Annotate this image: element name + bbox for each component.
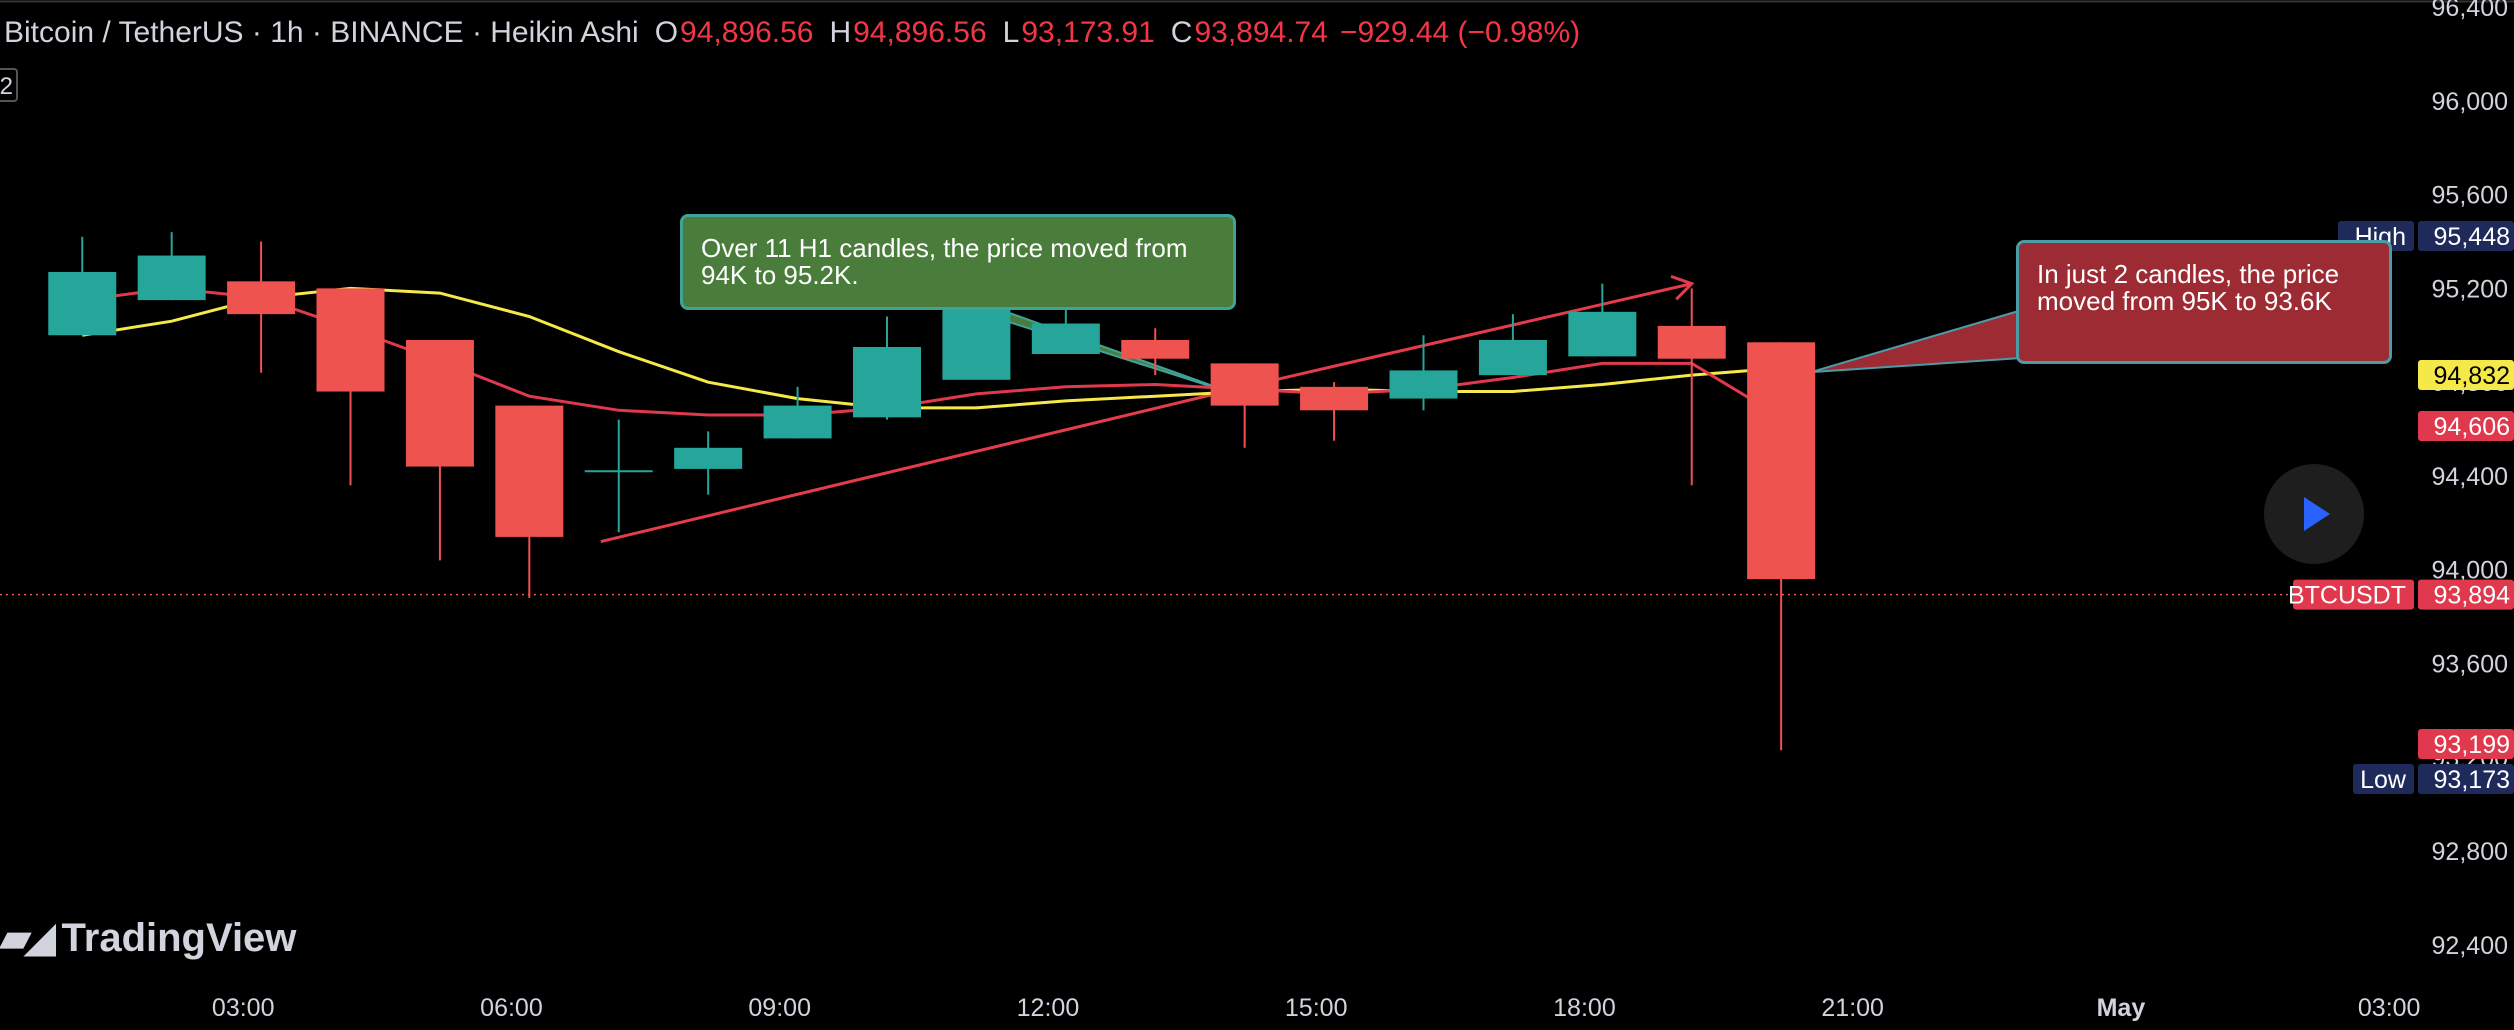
low-price-tag-bg: [2418, 764, 2514, 794]
x-axis-tick-label: 18:00: [1553, 994, 1616, 1022]
red-low-price-tag: 93,199: [2434, 731, 2510, 759]
play-button[interactable]: [2264, 464, 2364, 564]
ma-red-price-tag: 94,606: [2434, 413, 2510, 441]
play-icon: [2304, 497, 2330, 531]
low-label: L: [1002, 16, 1020, 49]
low-value: 93,173.91: [1021, 16, 1155, 49]
high-price-tag-bg: [2418, 221, 2514, 251]
candle-body: [1210, 363, 1279, 406]
open-label: O: [654, 16, 679, 49]
tradingview-logo: ▰◢ TradingView: [0, 915, 296, 961]
ma-yellow-price-tag-bg: [2418, 360, 2514, 390]
candle-body: [495, 405, 564, 537]
low-label-tag-bg: [2353, 764, 2414, 794]
y-axis-tick-label: 92,400: [2432, 932, 2508, 960]
annotation-red-note[interactable]: In just 2 candles, the price moved from …: [2016, 240, 2392, 364]
y-axis-tick-label: 94,400: [2432, 463, 2508, 491]
change-value: −929.44 (−0.98%): [1339, 16, 1581, 49]
y-axis-tick-label: 96,000: [2432, 88, 2508, 116]
x-axis-tick-label: 12:00: [1017, 994, 1080, 1022]
trendline-arrow-head: [1670, 274, 1695, 301]
red-low-price-tag-bg: [2418, 729, 2514, 759]
x-axis-tick-label: May: [2097, 994, 2146, 1022]
candle-body: [674, 447, 743, 469]
x-axis-tick-label: 09:00: [748, 994, 811, 1022]
ma-red-price-tag-bg: [2418, 411, 2514, 441]
candle-body: [763, 405, 832, 439]
trendline-1: [600, 385, 1246, 544]
y-axis-tick-label: 95,600: [2432, 182, 2508, 210]
symbol-price-label-bg: [2293, 579, 2414, 610]
candle-body: [48, 271, 117, 336]
candle-body: [227, 281, 296, 315]
candle-body: [852, 346, 921, 418]
candle-body: [1747, 342, 1816, 580]
candle-body: [1300, 386, 1369, 411]
x-axis-tick-label: 21:00: [1821, 994, 1884, 1022]
low-label-tag: Low: [2360, 766, 2407, 794]
symbol-price-label: BTCUSDT: [2288, 582, 2406, 610]
close-value: 93,894.74: [1194, 16, 1328, 49]
last-price-tag: 93,894: [2434, 582, 2511, 610]
candle-body: [1478, 339, 1547, 376]
indicator-count-badge[interactable]: 2: [0, 68, 18, 102]
candle-body: [1389, 370, 1458, 399]
high-label: H: [829, 16, 852, 49]
symbol-title[interactable]: Bitcoin / TetherUS · 1h · BINANCE · Heik…: [4, 16, 639, 49]
y-axis-tick-label: 95,200: [2432, 275, 2508, 303]
y-axis-tick-label: 92,800: [2432, 838, 2508, 866]
last-price-tag-bg: [2418, 579, 2514, 610]
trendline-2: [1244, 282, 1693, 389]
ma-yellow-price-tag: 94,832: [2434, 362, 2510, 390]
open-value: 94,896.56: [680, 16, 814, 49]
candle-body: [1121, 339, 1190, 359]
x-axis-tick-label: 06:00: [480, 994, 543, 1022]
x-axis-tick-label: 03:00: [2358, 994, 2421, 1022]
x-axis-tick-label: 15:00: [1285, 994, 1348, 1022]
symbol-header: Bitcoin / TetherUS · 1h · BINANCE · Heik…: [4, 16, 1580, 50]
candle-body: [1568, 311, 1637, 357]
high-value: 94,896.56: [853, 16, 987, 49]
high-price-tag: 95,448: [2434, 223, 2510, 251]
y-axis-tick-label: 96,400: [2432, 0, 2508, 22]
candle-body: [1657, 325, 1726, 359]
tradingview-logo-icon: ▰◢: [0, 916, 55, 960]
close-label: C: [1170, 16, 1193, 49]
annotation-green-note[interactable]: Over 11 H1 candles, the price moved from…: [680, 214, 1236, 310]
candle-body: [316, 288, 385, 392]
candle-body: [137, 255, 206, 301]
candle-body: [1031, 323, 1100, 355]
candle-body: [405, 339, 474, 467]
tradingview-logo-text: TradingView: [61, 915, 297, 960]
y-axis-tick-label: 93,600: [2432, 650, 2508, 678]
x-axis-tick-label: 03:00: [212, 994, 275, 1022]
low-price-tag: 93,173: [2434, 766, 2510, 794]
